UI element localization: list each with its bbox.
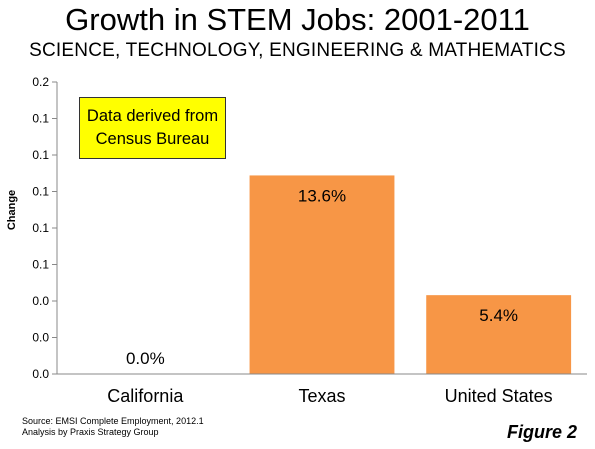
chart-title: Growth in STEM Jobs: 2001-2011 bbox=[65, 2, 530, 37]
category-label: Texas bbox=[298, 386, 345, 406]
y-tick-label: 0.1 bbox=[32, 112, 49, 126]
source-note: Source: EMSI Complete Employment, 2012.1… bbox=[22, 416, 204, 438]
y-axis-label: Change bbox=[6, 190, 18, 230]
y-tick-label: 0.2 bbox=[32, 75, 49, 89]
y-tick-label: 0.0 bbox=[32, 367, 49, 381]
data-label: 5.4% bbox=[479, 306, 518, 325]
source-line: Source: EMSI Complete Employment, 2012.1 bbox=[22, 416, 204, 426]
bar-texas bbox=[249, 175, 395, 374]
data-source-callout: Data derived from Census Bureau bbox=[79, 97, 226, 159]
category-label: California bbox=[107, 386, 184, 406]
y-tick-label: 0.0 bbox=[32, 294, 49, 308]
y-tick-label: 0.1 bbox=[32, 258, 49, 272]
y-tick-label: 0.1 bbox=[32, 148, 49, 162]
chart-subtitle: SCIENCE, TECHNOLOGY, ENGINEERING & MATHE… bbox=[29, 40, 566, 61]
bar-united-states bbox=[426, 295, 572, 374]
data-label: 0.0% bbox=[126, 349, 165, 368]
analysis-line: Analysis by Praxis Strategy Group bbox=[22, 427, 159, 437]
category-label: United States bbox=[445, 386, 553, 406]
y-tick-label: 0.1 bbox=[32, 221, 49, 235]
data-label: 13.6% bbox=[298, 186, 346, 205]
y-tick-label: 0.0 bbox=[32, 331, 49, 345]
y-tick-label: 0.1 bbox=[32, 185, 49, 199]
figure-label: Figure 2 bbox=[507, 422, 578, 442]
